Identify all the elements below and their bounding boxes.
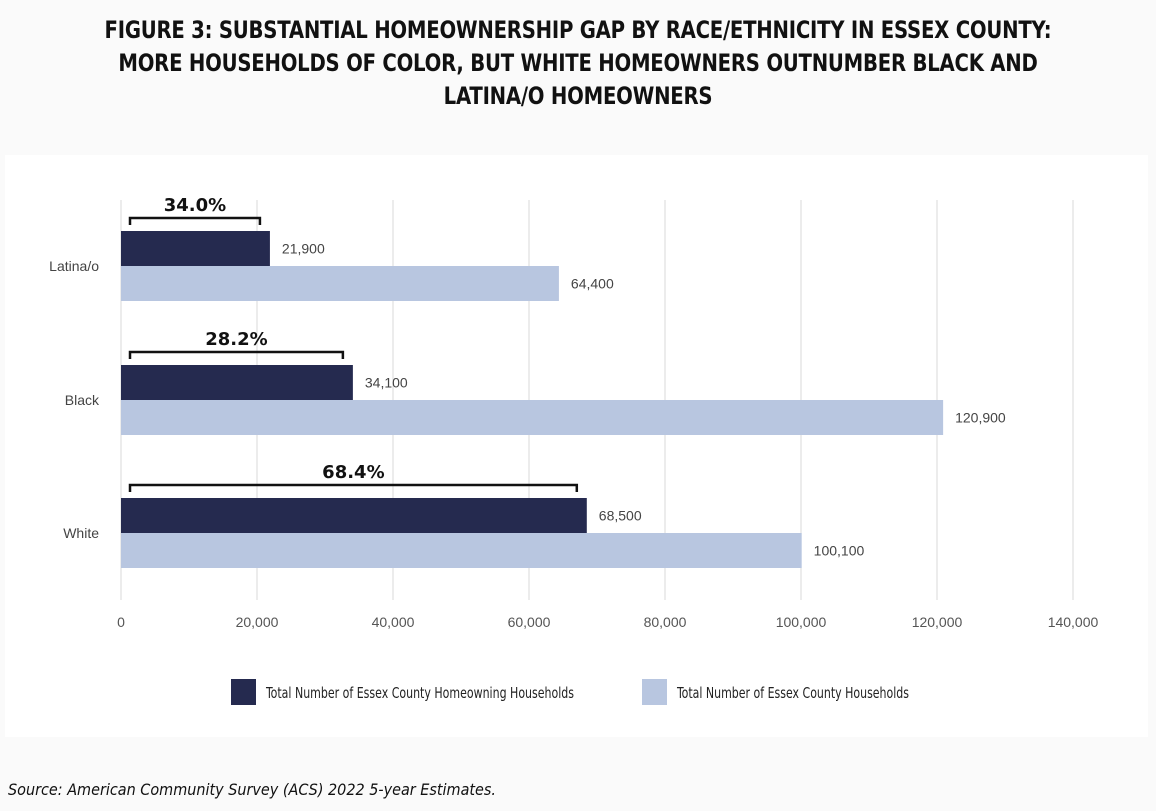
x-tick-label: 20,000 <box>236 614 279 630</box>
legend: Total Number of Essex County Homeowning … <box>231 679 909 705</box>
bar <box>121 533 802 568</box>
data-label: 34,100 <box>365 375 408 391</box>
bar <box>121 365 353 400</box>
value-labels: Latina/o 21,900 64,400 34.0% Black 34,100 120,… <box>49 195 1006 559</box>
legend-swatch <box>231 679 256 705</box>
data-label: 100,100 <box>814 543 865 559</box>
bar <box>121 231 270 266</box>
x-tick-label: 120,000 <box>912 614 963 630</box>
data-label: 64,400 <box>571 276 614 292</box>
title-line: FIGURE 3: SUBSTANTIAL HOMEOWNERSHIP GAP … <box>104 16 1052 44</box>
bar <box>121 400 944 435</box>
bar <box>121 498 587 533</box>
percent-annotation: 28.2% <box>205 329 267 350</box>
data-label: 120,900 <box>955 410 1006 426</box>
x-tick-label: 140,000 <box>1048 614 1099 630</box>
percent-annotation: 34.0% <box>164 195 226 216</box>
x-tick-label: 40,000 <box>372 614 415 630</box>
legend-label: Total Number of Essex County Households <box>676 684 909 702</box>
x-tick-label: 80,000 <box>644 614 687 630</box>
bracket <box>128 350 345 359</box>
chart-panel: Latina/o 21,900 64,400 34.0% Black 34,100 120,… <box>5 155 1148 737</box>
legend-swatch <box>642 679 667 705</box>
bar-chart: Latina/o 21,900 64,400 34.0% Black 34,100 120,… <box>49 195 1099 705</box>
category-label: Black <box>65 392 100 408</box>
chart-title: FIGURE 3: SUBSTANTIAL HOMEOWNERSHIP GAP … <box>104 14 1052 113</box>
data-label: 68,500 <box>599 508 642 524</box>
x-tick-label: 100,000 <box>776 614 827 630</box>
x-tick-label: 0 <box>117 614 125 630</box>
data-label: 21,900 <box>282 241 325 257</box>
percent-annotation: 68.4% <box>322 462 384 483</box>
category-label: White <box>63 525 99 541</box>
bar <box>121 266 559 301</box>
x-tick-label: 60,000 <box>508 614 551 630</box>
legend-label: Total Number of Essex County Homeowning … <box>265 684 574 702</box>
x-axis: 0 20,000 40,000 60,000 80,000 100,000 120,000 1… <box>117 614 1098 630</box>
title-line: MORE HOUSEHOLDS OF COLOR, BUT WHITE HOME… <box>118 49 1038 77</box>
source-note: Source: American Community Survey (ACS) … <box>8 780 496 799</box>
bracket <box>128 216 262 225</box>
category-label: Latina/o <box>49 258 99 274</box>
bracket <box>128 483 579 492</box>
title-line: LATINA/O HOMEOWNERS <box>443 82 713 110</box>
bars <box>121 231 944 568</box>
